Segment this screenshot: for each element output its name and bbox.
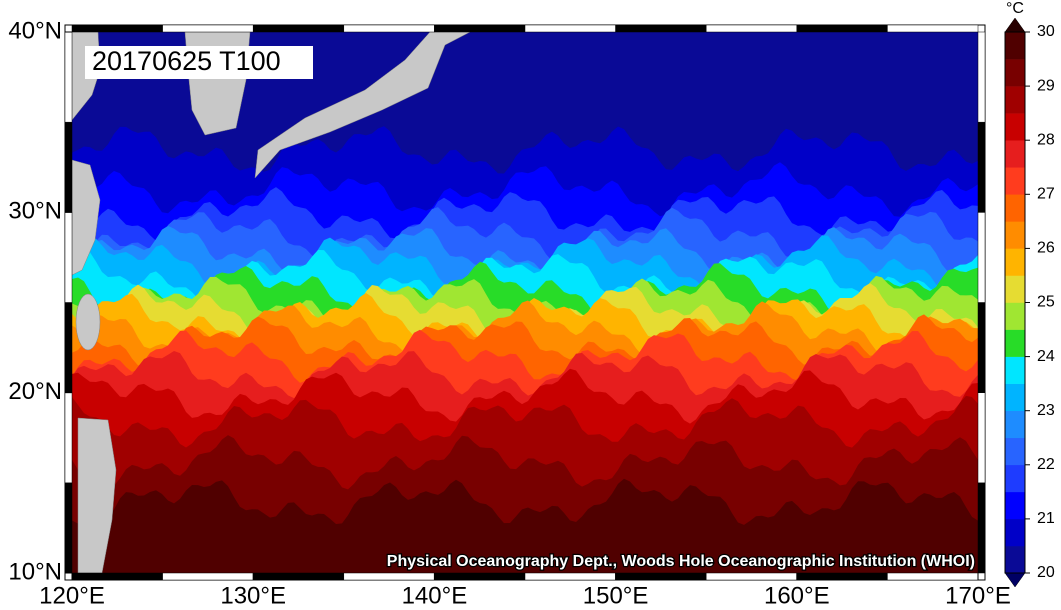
colorbar-segment [1005,356,1025,384]
colorbar-segment [1005,221,1025,249]
x-tick-label: 130°E [220,582,286,609]
colorbar-tick-label: 20 [1037,564,1055,581]
frame-strip [434,24,526,33]
colorbar-tick-label: 30 [1037,23,1055,40]
colorbar-segment [1005,518,1025,547]
frame-strip [887,24,979,33]
colorbar-segment [1005,437,1025,466]
colorbar-segment [1005,383,1025,411]
frame-strip [796,572,888,581]
frame-strip [524,24,616,33]
map-title: 20170625 T100 [92,46,281,76]
credit: Physical Oceanography Dept., Woods Hole … [387,553,975,570]
title-box [85,46,313,79]
colorbar-segment [1005,302,1025,330]
frame-strip [705,24,798,33]
frame-strip [977,212,986,303]
frame-strip [343,24,435,33]
y-tick-label: 10°N [8,558,62,585]
frame-strip [343,572,435,581]
colorbar-tick-label: 27 [1037,186,1055,203]
colorbar-unit: °C [1006,0,1024,17]
frame-strip [64,31,73,123]
colorbar-segment [1005,275,1025,303]
colorbar-segment [1005,464,1025,493]
colorbar-segment [1005,545,1025,574]
x-tick-label: 140°E [402,582,468,609]
frame-strip [162,572,254,581]
colorbar-tick-label: 24 [1037,348,1055,365]
colorbar-segment [1005,32,1025,60]
colorbar-segment [1005,248,1025,276]
frame-strip [977,302,986,393]
frame-strip [524,572,616,581]
colorbar-tick-label: 28 [1037,131,1055,148]
frame-strip [252,24,345,33]
frame-strip [71,572,163,581]
frame-strip [615,24,707,33]
x-tick-label: 160°E [764,582,830,609]
colorbar-tick-label: 29 [1037,77,1055,94]
frame-strip [71,24,163,33]
frame-strip [162,24,254,33]
frame-strip [64,392,73,484]
colorbar-tick-label: 22 [1037,456,1055,473]
colorbar: 20 21 22 23 24 25 26 27 28 29 30 [1004,17,1055,588]
frame-strip [615,572,707,581]
colorbar-segment [1005,59,1025,87]
frame-strip [887,572,979,581]
colorbar-segment [1005,140,1025,168]
colorbar-segment [1005,410,1025,439]
frame-strip [977,482,986,574]
frame-strip [64,302,73,393]
x-tick-label: 150°E [583,582,649,609]
frame-strip [977,31,986,123]
temperature-field [72,32,978,573]
colorbar-segment [1005,491,1025,520]
colorbar-segment [1005,113,1025,141]
frame-strip [64,482,73,574]
frame-strip [705,572,798,581]
taiwan [75,293,101,351]
colorbar-tick-label: 26 [1037,240,1055,257]
y-tick-label: 40°N [8,17,62,44]
frame-strip [977,392,986,484]
colorbar-over [1004,17,1026,33]
x-tick-label: 170°E [945,582,1011,609]
frame-strip [796,24,888,33]
y-tick-label: 20°N [8,378,62,405]
colorbar-tick-label: 23 [1037,402,1055,419]
colorbar-segment [1005,329,1025,357]
frame-strip [252,572,345,581]
colorbar-segment [1005,167,1025,195]
frame-strip [64,121,73,213]
frame: 120°E 130°E 140°E 150°E 160°E 170°E 10°N 20°N 30… [8,17,1010,609]
colorbar-segment [1005,86,1025,114]
colorbar-tick-label: 21 [1037,510,1055,527]
x-tick-label: 120°E [39,582,105,609]
colorbar-tick-label: 25 [1037,294,1055,311]
colorbar-segment [1005,194,1025,222]
y-tick-label: 30°N [8,198,62,225]
frame-strip [64,212,73,303]
field-band [72,478,978,573]
frame-strip [434,572,526,581]
frame-strip [977,121,986,213]
